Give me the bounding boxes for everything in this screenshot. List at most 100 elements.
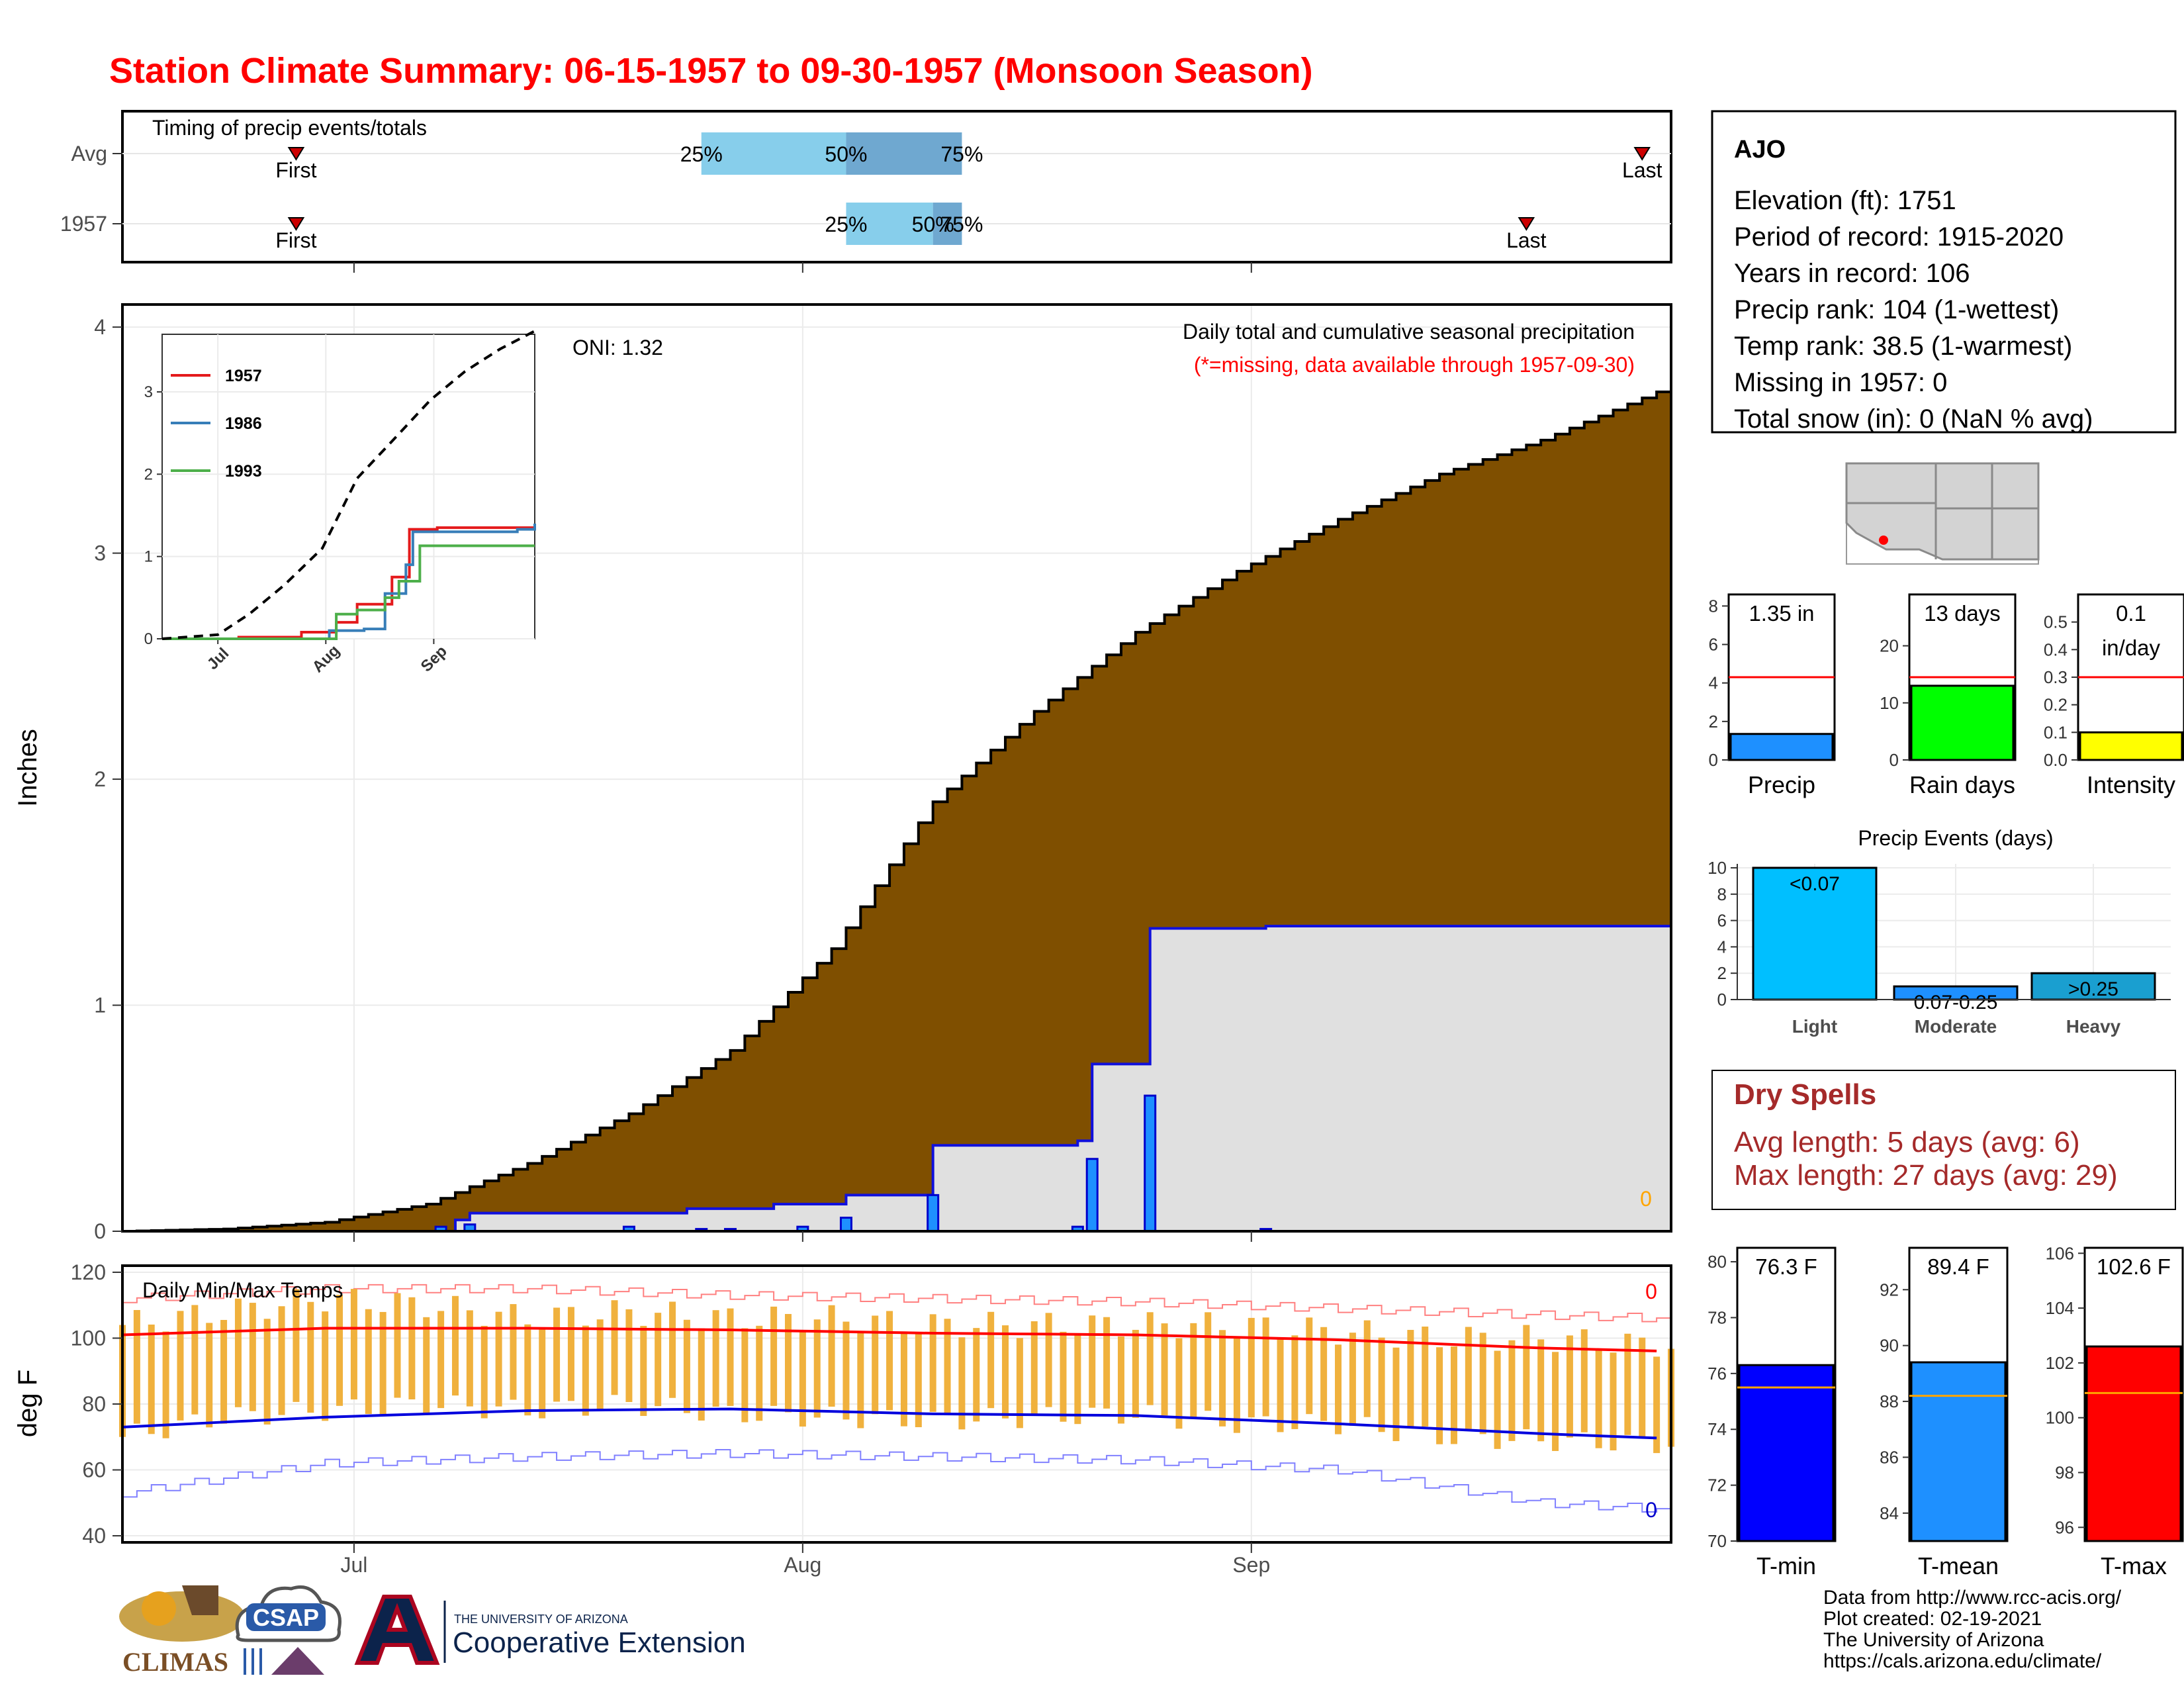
summary-precip-category-label: Precip	[1748, 771, 1815, 798]
timing-first-label: First	[275, 158, 316, 182]
daily-temp-range-bar	[784, 1313, 792, 1413]
daily-temp-range-bar	[582, 1325, 589, 1416]
map-borders	[1846, 463, 2038, 559]
daily-temp-range-bar	[133, 1309, 140, 1424]
daily-temp-range-bar	[1479, 1333, 1486, 1434]
daily-temp-range-bar	[1117, 1336, 1124, 1424]
daily-temp-range-bar	[1089, 1315, 1096, 1408]
csap-logo-mountain	[271, 1647, 324, 1675]
csap-logo-rain	[244, 1648, 262, 1675]
ua-logo-a	[354, 1595, 440, 1665]
timing-bar-q25-q50	[701, 132, 846, 175]
daily-temp-range-bar	[524, 1324, 531, 1416]
inset-avg-cumulative-line	[161, 330, 535, 640]
daily-temp-range-bar	[1436, 1347, 1443, 1444]
timing-last-marker	[1633, 147, 1651, 161]
daily-temp-range-bar	[1363, 1320, 1371, 1417]
daily-temp-range-bar	[1175, 1338, 1183, 1429]
events-bar-label: >0.25	[2068, 978, 2118, 1000]
daily-temp-range-bar	[1277, 1338, 1284, 1432]
summary-rain-days-y-tick-label: 20	[1880, 636, 1899, 656]
daily-temp-range-bar	[1523, 1325, 1530, 1430]
climas-logo-emblem	[119, 1591, 245, 1642]
daily-temp-range-bar	[293, 1289, 300, 1402]
summary-intensity-bar	[2079, 731, 2183, 761]
events-y-tick-label: 10	[1707, 858, 1727, 878]
inset-frame	[161, 334, 535, 639]
ua-logo: THE UNIVERSITY OF ARIZONA Cooperative Ex…	[354, 1595, 746, 1665]
daily-precip-bar	[839, 1217, 852, 1233]
precip-ylabel: Inches	[13, 729, 42, 807]
dry-spells-title: Dry Spells	[1734, 1078, 1876, 1111]
daily-temp-range-bar	[1016, 1338, 1023, 1429]
events-category-label: Moderate	[1915, 1016, 1997, 1037]
footer-line: Plot created: 02-19-2021	[1823, 1608, 2042, 1630]
daily-temp-range-bar	[813, 1319, 821, 1418]
station-line: Period of record: 1915-2020	[1734, 222, 2064, 252]
summary-intensity-category-label: Intensity	[2087, 771, 2175, 798]
inset-y-tick-label: 0	[144, 630, 153, 648]
summary-intensity-value-label: 0.1	[2116, 601, 2146, 626]
daily-temp-range-bar	[191, 1305, 199, 1415]
station-name: AJO	[1734, 136, 1786, 164]
temp-summary-t-mean-category-label: T-mean	[1918, 1552, 1999, 1579]
daily-temp-range-bar	[712, 1310, 719, 1407]
daily-precip-bar	[1085, 1158, 1099, 1233]
inset-series-line-1986	[162, 523, 536, 640]
climas-logo-mesa	[182, 1585, 218, 1615]
daily-temp-range-bar	[1320, 1327, 1328, 1421]
timing-title: Timing of precip events/totals	[152, 116, 427, 140]
temp-summary-t-max-category-label: T-max	[2101, 1552, 2167, 1579]
daily-temp-range-bar	[1595, 1349, 1602, 1448]
temp-summary-t-min-y-tick-label: 76	[1707, 1364, 1727, 1383]
page-title: Station Climate Summary: 06-15-1957 to 0…	[109, 51, 1313, 91]
daily-temp-range-bar	[480, 1325, 488, 1419]
daily-temp-range-bar	[683, 1319, 690, 1413]
daily-temp-range-bar	[1566, 1335, 1573, 1438]
record-low-line	[122, 1449, 1672, 1513]
daily-temp-range-bar	[973, 1328, 980, 1422]
locator-map	[1845, 462, 2040, 565]
daily-temp-range-bar	[1537, 1339, 1545, 1442]
inset-legend-label: 1993	[225, 462, 262, 481]
dry-spells-max: Max length: 27 days (avg: 29)	[1734, 1159, 2118, 1192]
map-states	[1845, 462, 2040, 561]
timing-row-label: Avg	[71, 142, 107, 165]
daily-temp-range-bar	[220, 1319, 228, 1424]
daily-temp-range-bar	[307, 1301, 314, 1413]
precip-events-panel: Precip Events (days) 0 2 4 6 8 10 <0.07 Light 0.…	[1707, 826, 2171, 1037]
precip-y-tick-label: 2	[94, 767, 106, 791]
precip-panel: Daily total and cumulative seasonal prec…	[13, 303, 1672, 1243]
footer-credits: Data from http://www.rcc-acis.org/ Plot …	[1823, 1587, 2122, 1672]
daily-temp-range-bar	[915, 1333, 922, 1427]
daily-temp-range-bar	[1407, 1330, 1414, 1429]
record-high-line	[122, 1284, 1672, 1323]
temp-summary-t-mean-y-tick-label: 84	[1880, 1503, 1899, 1523]
csap-logo-text: CSAP	[253, 1604, 319, 1631]
summary-rain-days-value-label: 13 days	[1924, 601, 2001, 626]
daily-temp-range-bar	[553, 1307, 561, 1402]
daily-temp-range-bar	[278, 1306, 285, 1415]
daily-temp-range-bar	[350, 1289, 357, 1400]
temp-summary-t-min-y-tick-label: 72	[1707, 1476, 1727, 1495]
daily-temp-range-bar	[1262, 1317, 1269, 1417]
daily-temp-range-bar	[1205, 1312, 1212, 1411]
precip-y-tick-label: 3	[94, 541, 106, 565]
precip-missing-count: 0	[1640, 1187, 1652, 1211]
timing-q25-label: 25%	[825, 212, 867, 236]
daily-temp-range-bar	[1103, 1317, 1111, 1409]
daily-temp-range-bar	[510, 1304, 517, 1400]
daily-temp-range-bar	[263, 1319, 271, 1425]
daily-temp-range-bar	[929, 1314, 936, 1412]
daily-temp-range-bar	[206, 1323, 213, 1428]
temp-summary-t-max-y-tick-label: 106	[2046, 1243, 2074, 1263]
summary-precip-bar	[1729, 733, 1834, 761]
timing-q75-label: 75%	[940, 212, 983, 236]
station-line: Elevation (ft): 1751	[1734, 186, 1956, 215]
timing-q25-label: 25%	[680, 142, 723, 166]
temp-summary-t-mean-y-tick-label: 86	[1880, 1447, 1899, 1467]
daily-temp-range-bar	[1306, 1317, 1313, 1415]
daily-temp-range-bar	[567, 1307, 574, 1401]
summary-rain-days-category-label: Rain days	[1909, 771, 2015, 798]
daily-temp-range-bar	[408, 1297, 416, 1399]
